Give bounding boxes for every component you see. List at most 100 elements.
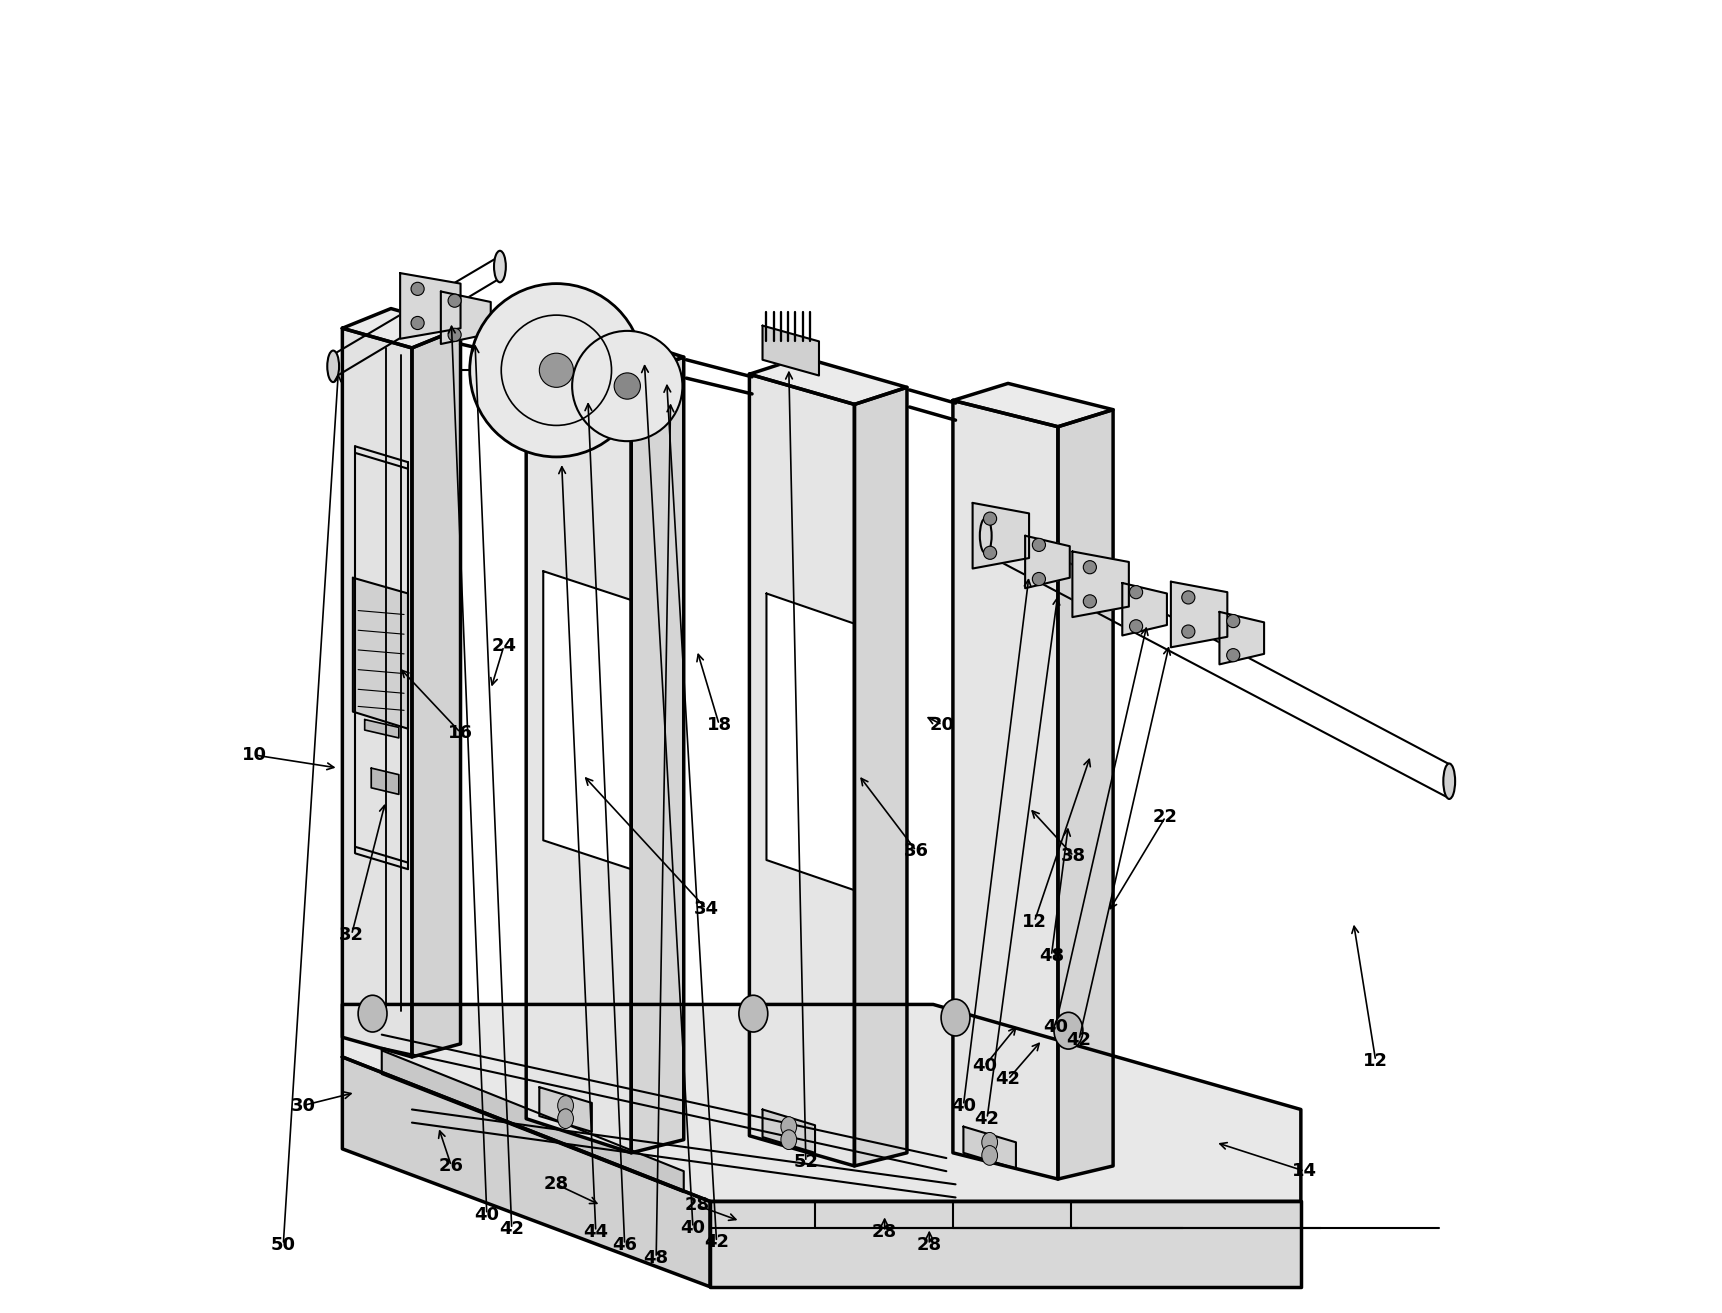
Polygon shape	[749, 357, 907, 404]
Text: 40: 40	[1044, 1018, 1068, 1036]
Text: 18: 18	[706, 716, 732, 734]
Text: 42: 42	[995, 1070, 1021, 1088]
Text: 14: 14	[1292, 1162, 1317, 1180]
Circle shape	[412, 316, 424, 330]
Ellipse shape	[739, 995, 768, 1032]
Ellipse shape	[982, 1145, 997, 1166]
Polygon shape	[527, 341, 632, 1153]
Ellipse shape	[982, 1132, 997, 1153]
Circle shape	[615, 373, 641, 399]
Circle shape	[1181, 625, 1195, 638]
Text: 40: 40	[680, 1218, 706, 1237]
Text: 28: 28	[544, 1175, 568, 1194]
Polygon shape	[952, 383, 1112, 427]
Polygon shape	[709, 1201, 1300, 1287]
Text: 30: 30	[291, 1096, 315, 1115]
Circle shape	[448, 328, 461, 341]
Ellipse shape	[494, 251, 506, 282]
Text: 28: 28	[916, 1236, 942, 1254]
Polygon shape	[343, 309, 460, 348]
Polygon shape	[372, 768, 400, 794]
Text: 24: 24	[491, 637, 517, 655]
Text: 10: 10	[241, 746, 267, 764]
Text: 36: 36	[904, 842, 928, 860]
Circle shape	[1226, 649, 1240, 662]
Polygon shape	[632, 357, 684, 1153]
Polygon shape	[542, 571, 632, 869]
Polygon shape	[766, 593, 854, 890]
Circle shape	[1181, 591, 1195, 604]
Ellipse shape	[358, 995, 387, 1032]
Circle shape	[1083, 595, 1097, 608]
Polygon shape	[527, 323, 684, 376]
Ellipse shape	[558, 1108, 573, 1129]
Polygon shape	[382, 1050, 684, 1192]
Polygon shape	[343, 1057, 709, 1287]
Polygon shape	[1025, 536, 1069, 588]
Circle shape	[983, 512, 997, 525]
Text: 42: 42	[1066, 1031, 1092, 1049]
Polygon shape	[854, 387, 907, 1166]
Text: 42: 42	[704, 1233, 728, 1251]
Polygon shape	[1073, 551, 1130, 617]
Polygon shape	[763, 1109, 815, 1153]
Text: 40: 40	[951, 1096, 976, 1115]
Text: 16: 16	[448, 723, 474, 742]
Text: 20: 20	[930, 716, 956, 734]
Polygon shape	[952, 400, 1057, 1179]
Text: 28: 28	[871, 1222, 897, 1241]
Ellipse shape	[942, 999, 969, 1036]
Text: 42: 42	[975, 1109, 999, 1128]
Circle shape	[1226, 614, 1240, 628]
Text: 34: 34	[694, 899, 718, 918]
Polygon shape	[539, 1087, 592, 1132]
Polygon shape	[441, 291, 491, 344]
Text: 48: 48	[1038, 947, 1064, 965]
Text: 28: 28	[684, 1196, 709, 1215]
Text: 42: 42	[499, 1220, 523, 1238]
Text: 22: 22	[1154, 807, 1178, 826]
Ellipse shape	[327, 351, 339, 382]
Text: 52: 52	[794, 1153, 818, 1171]
Polygon shape	[763, 326, 820, 376]
Text: 40: 40	[971, 1057, 997, 1075]
Text: 44: 44	[584, 1222, 608, 1241]
Polygon shape	[400, 273, 460, 339]
Polygon shape	[1171, 582, 1228, 647]
Circle shape	[1130, 586, 1143, 599]
Text: 12: 12	[1364, 1052, 1388, 1070]
Polygon shape	[749, 374, 854, 1166]
Polygon shape	[365, 720, 400, 738]
Circle shape	[572, 331, 682, 441]
Circle shape	[1083, 561, 1097, 574]
Ellipse shape	[980, 519, 992, 554]
Polygon shape	[1219, 612, 1264, 664]
Circle shape	[1033, 538, 1045, 551]
Circle shape	[1130, 620, 1143, 633]
Text: 50: 50	[270, 1236, 296, 1254]
Polygon shape	[343, 328, 412, 1057]
Text: 26: 26	[439, 1157, 463, 1175]
Ellipse shape	[780, 1129, 797, 1150]
Text: 12: 12	[1021, 913, 1047, 931]
Text: 48: 48	[644, 1249, 668, 1267]
Polygon shape	[963, 1127, 1016, 1169]
Text: 40: 40	[474, 1205, 499, 1224]
Circle shape	[412, 282, 424, 295]
Circle shape	[983, 546, 997, 559]
Polygon shape	[353, 578, 408, 729]
Circle shape	[470, 284, 642, 457]
Text: 38: 38	[1061, 847, 1087, 865]
Polygon shape	[973, 503, 1030, 569]
Ellipse shape	[1054, 1012, 1083, 1049]
Circle shape	[539, 353, 573, 387]
Ellipse shape	[780, 1116, 797, 1137]
Text: 46: 46	[611, 1236, 637, 1254]
Ellipse shape	[558, 1095, 573, 1116]
Text: 32: 32	[339, 926, 363, 944]
Polygon shape	[1057, 410, 1112, 1179]
Polygon shape	[1123, 583, 1168, 635]
Ellipse shape	[1443, 764, 1455, 798]
Polygon shape	[343, 1004, 1300, 1201]
Circle shape	[448, 294, 461, 307]
